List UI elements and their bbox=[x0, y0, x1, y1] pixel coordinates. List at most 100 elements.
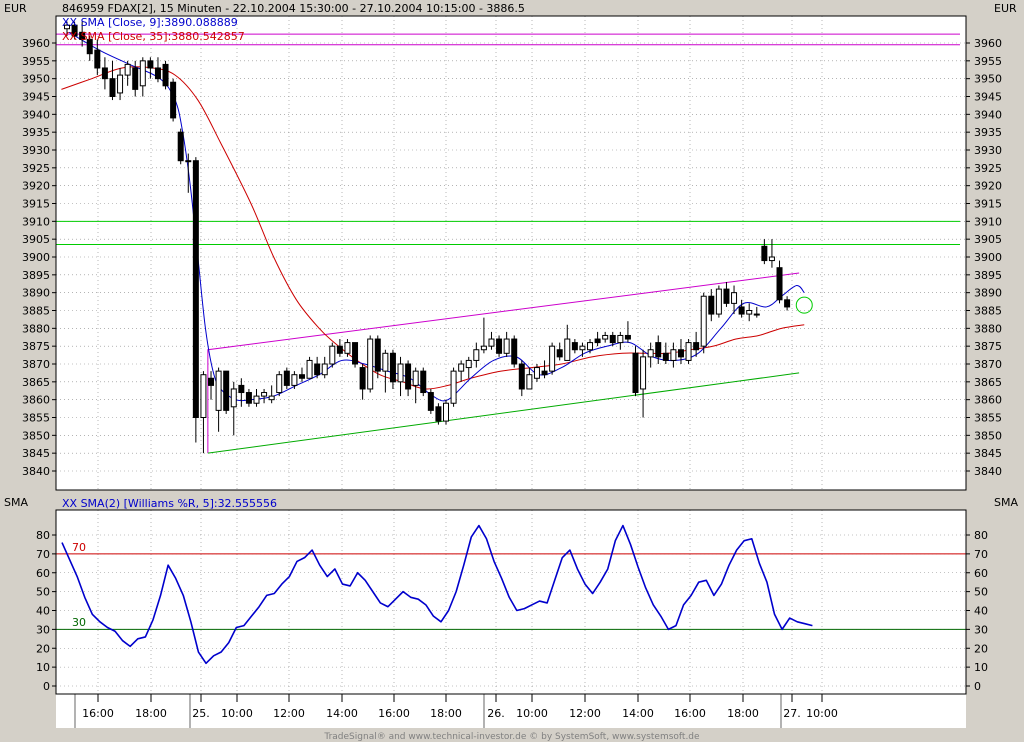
time-tick-label: 14:00 bbox=[326, 707, 358, 720]
indicator-axis-left: 0 10 20 30 40 50 60 70 80 bbox=[36, 529, 56, 693]
candle-body bbox=[609, 334, 616, 344]
indicator-tick-label-left: 70 bbox=[36, 548, 50, 561]
candle-body bbox=[496, 338, 503, 354]
candle-body bbox=[624, 334, 631, 340]
candle-body bbox=[587, 342, 594, 351]
price-tick-label-right: 3865 bbox=[974, 376, 1002, 389]
candle-body bbox=[79, 31, 86, 40]
candle-body bbox=[177, 131, 184, 162]
horizontal-levels bbox=[56, 33, 960, 246]
price-tick-label-left: 3910 bbox=[22, 215, 50, 228]
indicator-tick-label-right: 40 bbox=[974, 605, 988, 618]
candle-body bbox=[784, 299, 791, 308]
candle-body bbox=[670, 349, 677, 361]
candle-body bbox=[602, 334, 609, 340]
candle-body bbox=[640, 356, 647, 390]
time-tick-label: 10:00 bbox=[806, 707, 838, 720]
price-tick-label-left: 3855 bbox=[22, 412, 50, 425]
time-tick-label: 18:00 bbox=[430, 707, 462, 720]
indicator-tick-label-left: 30 bbox=[36, 623, 50, 636]
candle-body bbox=[746, 310, 753, 315]
candle-body bbox=[594, 338, 601, 344]
price-tick-label-left: 3845 bbox=[22, 447, 50, 460]
candle-body bbox=[359, 367, 366, 390]
price-tick-label-right: 3845 bbox=[974, 447, 1002, 460]
price-tick-label-right: 3930 bbox=[974, 144, 1002, 157]
candle-body bbox=[480, 345, 487, 351]
candle-body bbox=[761, 245, 768, 262]
price-tick-label-left: 3935 bbox=[22, 126, 50, 139]
indicator-panel[interactable] bbox=[56, 510, 966, 694]
candle-body bbox=[374, 338, 381, 372]
candle-body bbox=[192, 160, 199, 418]
price-tick-label-right: 3920 bbox=[974, 180, 1002, 193]
candle-body bbox=[632, 352, 639, 394]
candle-body bbox=[450, 370, 457, 404]
candle-body bbox=[208, 377, 215, 386]
candle-body bbox=[64, 24, 70, 30]
price-tick-label-left: 3955 bbox=[22, 55, 50, 68]
candle-body bbox=[723, 288, 730, 304]
indicator-tick-label-left: 50 bbox=[36, 586, 50, 599]
candle-body bbox=[109, 78, 116, 97]
candle-body bbox=[708, 295, 715, 315]
unit-label-left: EUR bbox=[4, 2, 27, 15]
candle-body bbox=[71, 24, 78, 37]
price-tick-label-left: 3930 bbox=[22, 144, 50, 157]
candle-body bbox=[291, 374, 298, 386]
candle-body bbox=[473, 349, 480, 361]
candle-body bbox=[185, 160, 192, 163]
indicator-tick-label-left: 20 bbox=[36, 642, 50, 655]
candle-body bbox=[549, 345, 556, 372]
legend-sma9: XX SMA [Close, 9]:3890.088889 bbox=[62, 16, 238, 29]
price-tick-label-right: 3880 bbox=[974, 322, 1002, 335]
time-tick-label: 16:00 bbox=[378, 707, 410, 720]
price-tick-label-right: 3885 bbox=[974, 305, 1002, 318]
price-tick-label-right: 3940 bbox=[974, 108, 1002, 121]
legend-williams: XX SMA(2) [Williams %R, 5]:32.555556 bbox=[62, 497, 277, 510]
candle-body bbox=[321, 363, 328, 376]
price-tick-label-right: 3935 bbox=[974, 126, 1002, 139]
time-tick-label: 10:00 bbox=[221, 707, 253, 720]
candle-body bbox=[329, 345, 336, 365]
price-tick-label-left: 3895 bbox=[22, 269, 50, 282]
indicator-tick-label-left: 80 bbox=[36, 529, 50, 542]
price-tick-label-left: 3865 bbox=[22, 376, 50, 389]
price-tick-label-right: 3915 bbox=[974, 198, 1002, 211]
price-tick-label-right: 3945 bbox=[974, 91, 1002, 104]
indicator-tick-label-left: 0 bbox=[43, 680, 50, 693]
indicator-tick-label-right: 20 bbox=[974, 642, 988, 655]
candle-body bbox=[617, 334, 624, 344]
candle-body bbox=[488, 338, 495, 347]
time-axis: 16:00 18:00 25. 10:00 12:00 14:00 16:00 18:00 26… bbox=[74, 694, 838, 728]
price-tick-label-left: 3915 bbox=[22, 198, 50, 211]
price-tick-label-left: 3870 bbox=[22, 358, 50, 371]
candle-body bbox=[503, 338, 510, 354]
price-tick-label-left: 3950 bbox=[22, 73, 50, 86]
price-panel[interactable] bbox=[56, 16, 966, 490]
candle-body bbox=[465, 359, 472, 369]
price-tick-label-left: 3885 bbox=[22, 305, 50, 318]
candle-body bbox=[579, 345, 586, 351]
candle-body bbox=[367, 338, 374, 390]
candle-body bbox=[655, 342, 662, 358]
indicator-grid bbox=[56, 510, 966, 694]
indicator-tick-label-left: 10 bbox=[36, 661, 50, 674]
candle-body bbox=[571, 342, 578, 351]
lower-unit-left: SMA bbox=[4, 496, 28, 509]
candle-body bbox=[435, 406, 442, 422]
level-70-label: 70 bbox=[72, 541, 86, 554]
time-tick-label: 18:00 bbox=[135, 707, 167, 720]
candlesticks bbox=[64, 21, 791, 454]
indicator-axis-right: 0 10 20 30 40 50 60 70 80 bbox=[966, 529, 988, 693]
candle-body bbox=[336, 345, 343, 354]
price-panel-border bbox=[55, 15, 967, 491]
candle-body bbox=[511, 338, 518, 365]
legend-sma35: XX SMA [Close, 35]:3880.542857 bbox=[62, 30, 245, 43]
candle-body bbox=[412, 370, 419, 386]
candle-body bbox=[768, 256, 775, 262]
candle-body bbox=[268, 395, 275, 401]
candle-body bbox=[458, 363, 465, 372]
candle-body bbox=[397, 363, 404, 383]
